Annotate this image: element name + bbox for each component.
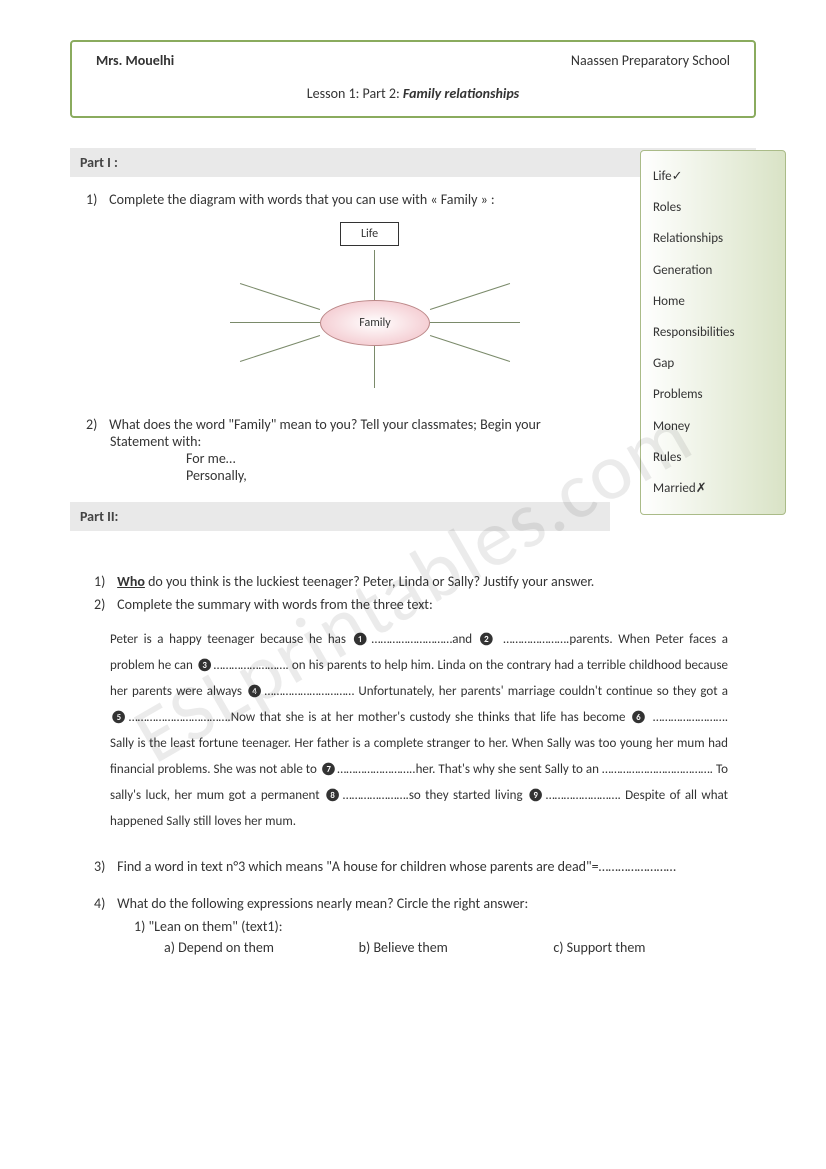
- part2-q4: 4) What do the following expressions nea…: [94, 895, 748, 956]
- q-number: 3): [94, 853, 114, 881]
- q4-text: What do the following expressions nearly…: [117, 895, 528, 912]
- sidebar-item: Married✗: [653, 473, 773, 504]
- header-box: Mrs. Mouelhi Naassen Preparatory School …: [70, 40, 756, 118]
- diagram-line: [374, 250, 375, 300]
- sidebar-item: Generation: [653, 255, 773, 286]
- q3-text: Find a word in text n°3 which means "A h…: [117, 858, 676, 875]
- part2-q1: 1) Who do you think is the luckiest teen…: [94, 573, 748, 590]
- diagram-line: [374, 346, 375, 388]
- q2-opt1: For me…: [186, 450, 236, 467]
- q4-sub-text: "Lean on them" (text1):: [149, 918, 283, 935]
- q1-text: Complete the diagram with words that you…: [109, 191, 495, 208]
- sidebar-item: Relationships: [653, 223, 773, 254]
- mc-options: a) Depend on them b) Believe them c) Sup…: [164, 939, 748, 956]
- part1-q1: 1) Complete the diagram with words that …: [86, 191, 586, 208]
- sidebar-item: Roles: [653, 192, 773, 223]
- q2-line2: Statement with:: [110, 433, 201, 450]
- diagram-life-box: Life: [340, 222, 399, 246]
- q-number: 4): [94, 895, 114, 912]
- q-number: 1): [94, 573, 114, 590]
- mc-opt-a: a) Depend on them: [164, 939, 359, 956]
- q-number: 2): [94, 596, 114, 613]
- diagram-line: [430, 283, 510, 310]
- diagram-line: [230, 322, 320, 323]
- q2-opt2: Personally,: [186, 467, 247, 484]
- diagram-line: [430, 322, 520, 323]
- part2-header: Part II:: [70, 502, 610, 531]
- q-number: 2): [86, 416, 106, 433]
- school-name: Naassen Preparatory School: [571, 52, 730, 69]
- summary-paragraph: Peter is a happy teenager because he has…: [110, 627, 728, 835]
- q2-text: What does the word "Family" mean to you?…: [109, 416, 541, 433]
- word-list-sidebar: Life✓ Roles Relationships Generation Hom…: [640, 150, 786, 515]
- q1-rest: do you think is the luckiest teenager? P…: [145, 573, 594, 590]
- q-number: 1): [86, 191, 106, 208]
- diagram-line: [240, 283, 320, 310]
- mc-opt-b: b) Believe them: [359, 939, 554, 956]
- diagram-family-oval: Family: [320, 300, 430, 346]
- diagram-line: [430, 335, 510, 362]
- sidebar-item: Responsibilities: [653, 317, 773, 348]
- q2-text: Complete the summary with words from the…: [117, 596, 433, 613]
- lesson-prefix: Lesson 1: Part 2:: [307, 85, 400, 102]
- part1-q2: 2) What does the word "Family" mean to y…: [86, 416, 606, 484]
- q1-who: Who: [117, 573, 145, 590]
- mc-opt-c: c) Support them: [553, 939, 748, 956]
- part2-q3: 3) Find a word in text n°3 which means "…: [94, 853, 728, 881]
- sidebar-item: Life✓: [653, 161, 773, 192]
- teacher-name: Mrs. Mouelhi: [96, 52, 174, 69]
- sidebar-item: Home: [653, 286, 773, 317]
- sidebar-item: Problems: [653, 379, 773, 410]
- sidebar-item: Money: [653, 411, 773, 442]
- family-diagram: Life Family: [210, 222, 550, 402]
- diagram-line: [240, 335, 320, 362]
- q4-sub-prefix: 1): [134, 918, 145, 935]
- sidebar-item: Rules: [653, 442, 773, 473]
- part2-q2: 2) Complete the summary with words from …: [94, 596, 748, 613]
- lesson-topic: Family relationships: [403, 85, 519, 102]
- sidebar-item: Gap: [653, 348, 773, 379]
